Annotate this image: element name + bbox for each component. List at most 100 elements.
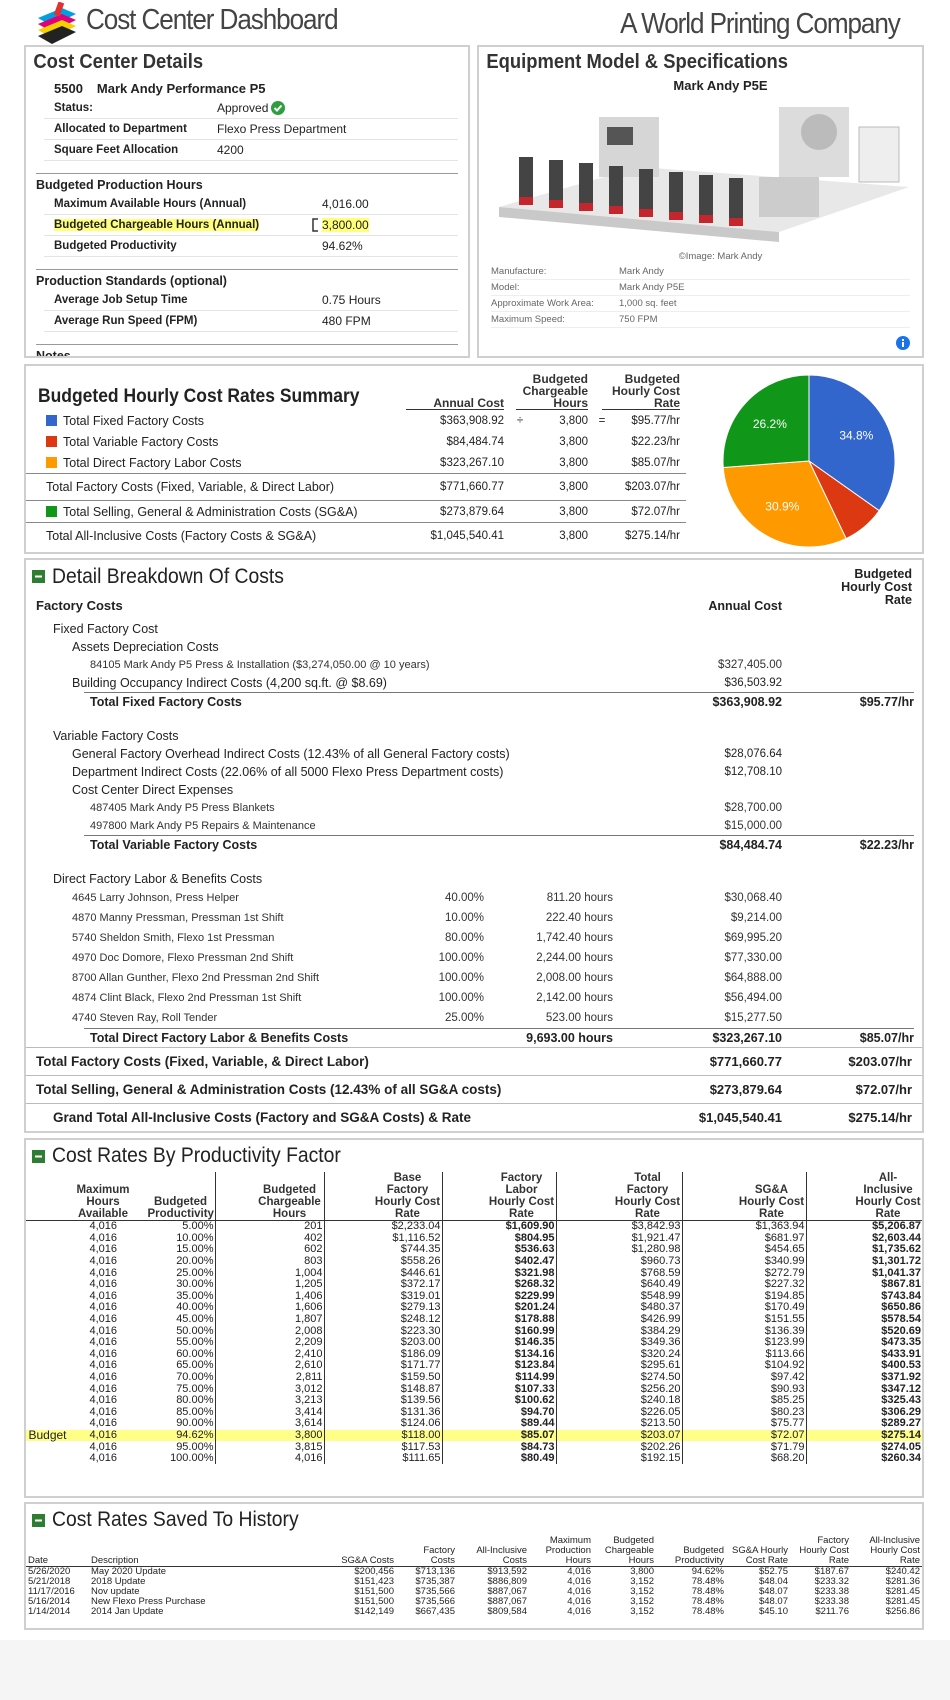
field-row: Average Run Speed (FPM) 480 FPM — [44, 311, 458, 332]
spec-value: Mark Andy — [619, 266, 664, 277]
table-cell: 94.62% — [691, 1566, 724, 1577]
table-row: 4,016 10.00% 402 $1,116.52 $804.95 $1,921.47 $… — [26, 1233, 922, 1245]
info-icon[interactable] — [896, 336, 910, 350]
hourly-rate: $72.07/hr — [631, 505, 680, 518]
row-label: Direct Factory Labor & Benefits Costs — [53, 872, 263, 886]
summary-panel: Budgeted Hourly Cost Rates Summary Annual… — [24, 364, 924, 554]
table-cell: $1,280.98 — [555, 1244, 682, 1256]
row-cost: $273,879.64 — [709, 1082, 782, 1097]
table-cell: 40.00% — [176, 1301, 214, 1314]
row-label — [26, 1256, 69, 1268]
table-cell: New Flexo Press Purchase — [91, 1596, 206, 1607]
value-text: 4200 — [217, 143, 244, 157]
row-cost: $327,405.00 — [718, 659, 782, 671]
field-label: Budgeted Productivity — [54, 240, 322, 252]
table-cell: $371.92 — [805, 1372, 922, 1384]
header-text: Base Factory Hourly Cost Rate — [374, 1172, 441, 1220]
row-label — [26, 1407, 69, 1419]
table-cell: $226.05 — [555, 1406, 682, 1419]
spec-value: 1,000 sq. feet — [619, 298, 677, 309]
table-cell: 95.00% — [176, 1440, 214, 1453]
table-cell: $306.29 — [805, 1406, 922, 1419]
section-title: Detail Breakdown Of Costs — [52, 565, 284, 588]
summary-row: Total Factory Costs (Fixed, Variable, & … — [26, 474, 686, 501]
table-cell: $48.04 — [758, 1576, 788, 1587]
section-label: Factory Costs — [36, 598, 123, 613]
table-cell: $148.87 — [323, 1383, 442, 1395]
breakdown-row: Total Variable Factory Costs $84,484.74 $2… — [84, 835, 914, 854]
table-cell: $1,921.47 — [555, 1233, 682, 1245]
table-cell: $3,842.93 — [555, 1220, 682, 1233]
table-cell: 4,016 — [89, 1324, 117, 1337]
table-cell: 4,016 — [89, 1313, 117, 1326]
breakdown-row: 487405 Mark Andy P5 Press Blankets $28,70… — [26, 799, 922, 817]
row-hours: 2,244.00 hours — [536, 952, 613, 964]
breakdown-row: 4740 Steven Ray, Roll Tender 25.00% 523.00… — [26, 1008, 922, 1028]
table-cell: $713,136 — [415, 1566, 455, 1577]
breakdown-row: Assets Depreciation Costs — [26, 638, 922, 656]
row-label — [26, 1383, 69, 1395]
table-cell: $960.73 — [555, 1256, 682, 1268]
field-label: Average Run Speed (FPM) — [54, 315, 322, 327]
header-cell: Total Factory Hourly Cost Rate — [555, 1172, 682, 1221]
table-row: 4,016 35.00% 1,406 $319.01 $229.99 $548.99 $19… — [26, 1291, 922, 1303]
row-hours: 9,693.00 hours — [526, 1031, 613, 1045]
table-cell: $111.65 — [323, 1453, 442, 1465]
breakdown-row: 4645 Larry Johnson, Press Helper 40.00% 81… — [26, 888, 922, 908]
table-cell: 1,205 — [214, 1279, 324, 1291]
header-text: All-Inclusive Hourly Cost Rate — [855, 1172, 921, 1220]
table-cell: 4,016 — [89, 1371, 117, 1384]
table-row: 4,016 40.00% 1,606 $279.13 $201.24 $480.37 $17… — [26, 1302, 922, 1314]
table-cell: 4,016 — [567, 1586, 591, 1597]
row-label: Building Occupancy Indirect Costs (4,200… — [72, 676, 387, 690]
row-label — [26, 1372, 69, 1384]
table-cell: 2,410 — [214, 1349, 324, 1361]
header-cell: Maximum Production Hours — [545, 1535, 591, 1566]
section-title: Production Standards (optional) — [36, 274, 227, 288]
value-text: Approved — [217, 101, 269, 115]
table-cell: 10.00% — [176, 1231, 214, 1244]
table-cell: $80.23 — [681, 1406, 806, 1419]
table-cell: 2018 Update — [91, 1576, 146, 1587]
table-cell: $202.26 — [555, 1441, 682, 1453]
operator: ÷ — [516, 414, 524, 427]
chargeable-hours: 3,800 — [559, 414, 588, 427]
table-cell: 80.00% — [176, 1394, 214, 1407]
row-label: 4874 Clint Black, Flexo 2nd Pressman 1st… — [72, 992, 302, 1004]
field-label: Status: — [54, 102, 93, 114]
breakdown-row: Total Selling, General & Administration … — [26, 1075, 922, 1103]
table-cell: $213.50 — [555, 1418, 682, 1430]
row-rate: $22.23/hr — [859, 838, 914, 852]
header-cell: Description — [91, 1555, 139, 1566]
label-text: Total Factory Costs (Fixed, Variable, & … — [46, 480, 335, 494]
collapse-icon[interactable] — [32, 1150, 45, 1163]
table-cell: $159.50 — [323, 1372, 442, 1384]
hourly-rate: $22.23/hr — [631, 435, 680, 448]
table-cell: 3,152 — [630, 1586, 654, 1597]
field-value: 4200 — [217, 143, 458, 157]
table-cell: $473.35 — [805, 1337, 922, 1349]
table-cell: 4,016 — [89, 1417, 117, 1430]
table-cell: $192.15 — [555, 1453, 682, 1465]
field-value: 3,800.00 — [310, 216, 458, 234]
table-cell: $97.42 — [681, 1372, 806, 1384]
legend-swatch — [46, 435, 57, 447]
annual-cost: $1,045,540.41 — [430, 530, 504, 542]
row-label: Total All-Inclusive Costs (Factory Costs… — [46, 529, 406, 543]
collapse-icon[interactable] — [32, 570, 45, 583]
table-cell: 70.00% — [176, 1371, 214, 1384]
table-cell: 4,016 — [89, 1255, 117, 1268]
annual-cost: $771,660.77 — [440, 481, 504, 493]
spec-row: Manufacture: Mark Andy — [491, 264, 910, 280]
table-cell: 4,016 — [89, 1231, 117, 1244]
row-label: 8700 Allan Gunther, Flexo 2nd Pressman 2… — [72, 972, 320, 984]
row-pct: 100.00% — [438, 952, 484, 964]
row-label: 497800 Mark Andy P5 Repairs & Maintenanc… — [90, 820, 316, 832]
table-row: 4,016 90.00% 3,614 $124.06 $89.44 $213.50 $75.… — [26, 1418, 922, 1430]
collapse-icon[interactable] — [32, 1514, 45, 1527]
spec-value: 750 FPM — [619, 314, 658, 325]
value-text: 94.62% — [322, 239, 363, 253]
spec-value: Mark Andy P5E — [619, 282, 685, 293]
center-id: 5500 — [54, 80, 83, 96]
pie-slice — [722, 460, 847, 548]
